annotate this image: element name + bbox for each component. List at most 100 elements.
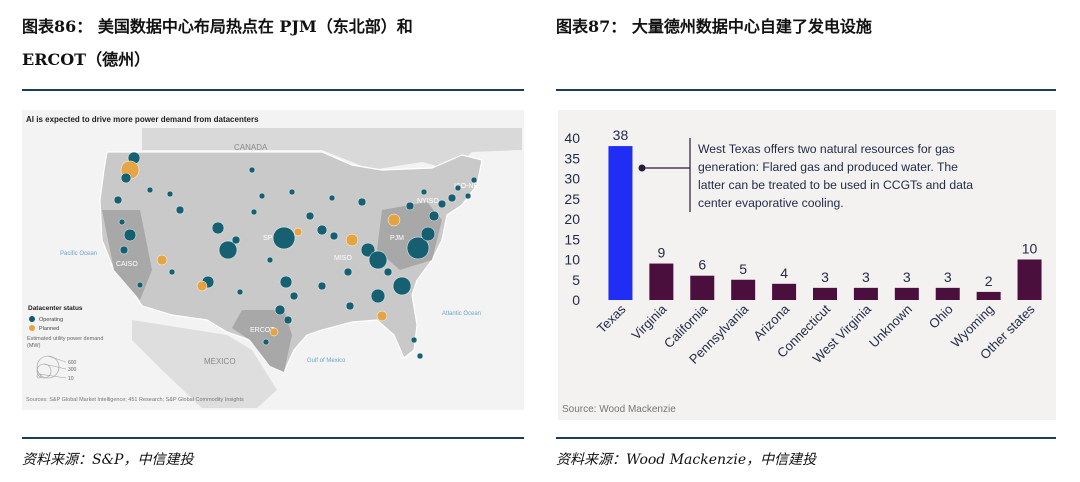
planned-datacenter-marker [196, 280, 208, 292]
y-tick-label: 35 [564, 150, 580, 166]
operating-datacenter-marker [123, 228, 137, 242]
operating-datacenter-marker [437, 199, 447, 209]
operating-datacenter-marker [392, 276, 412, 296]
operating-datacenter-marker [370, 288, 386, 304]
planned-datacenter-marker [269, 327, 279, 337]
right-figure-source: 资料来源：Wood Mackenzie，中信建投 [556, 452, 817, 468]
operating-datacenter-marker [447, 193, 457, 203]
operating-datacenter-marker [274, 304, 286, 316]
bar-value-label: 10 [1022, 241, 1038, 257]
y-tick-label: 5 [572, 272, 580, 288]
operating-datacenter-marker [345, 301, 355, 311]
operating-datacenter-marker [272, 226, 296, 250]
bar-value-label: 5 [739, 261, 747, 277]
bar-value-label: 3 [821, 269, 829, 285]
operating-datacenter-marker [279, 275, 293, 289]
bar [894, 287, 919, 300]
annotation-line-4: center evaporative cooling. [698, 196, 844, 210]
y-axis-labels: 0 5 10 15 20 25 30 35 40 [564, 130, 580, 308]
canada-landmass [142, 128, 522, 170]
mexico-landmass [132, 320, 277, 408]
x-tick-label: Texas [594, 301, 629, 336]
y-tick-label: 10 [564, 252, 580, 268]
operating-datacenter-marker [266, 256, 274, 264]
operating-datacenter-marker [258, 192, 266, 200]
bar [1017, 259, 1042, 300]
operating-datacenter-marker [454, 184, 462, 192]
x-tick-label: Ohio [926, 302, 956, 332]
bar-value-label: 9 [657, 245, 665, 261]
right-top-rule [556, 89, 1056, 91]
legend-leader-1 [47, 355, 67, 363]
value-labels: 38 9 6 5 4 3 3 3 3 2 10 [613, 127, 1038, 289]
operating-datacenter-marker [406, 236, 430, 260]
planned-datacenter-marker [345, 233, 359, 247]
caiso-region [102, 210, 152, 300]
annotation-line-2: generation: Flared gas and produced wate… [698, 160, 958, 174]
region-label-iso-ne: ISO-NE [454, 183, 478, 190]
map-source-note: Sources: S&P Global Market Intelligence;… [26, 397, 244, 403]
operating-datacenter-marker [317, 281, 327, 291]
map-svg: CANADA MEXICO Pacific Ocean Atlantic Oce… [26, 115, 522, 408]
left-figure-source: 资料来源：S&P，中信建投 [22, 452, 194, 468]
map-heading: AI is expected to drive more power deman… [26, 115, 259, 124]
bar [976, 291, 1001, 300]
left-figure-title: 图表86： 美国数据中心布局热点在 PJM（东北部）和 [22, 17, 413, 36]
region-label-caiso: CAISO [116, 261, 138, 268]
chart-source-note: Source: Wood Mackenzie [562, 404, 676, 415]
right-bottom-rule [556, 437, 1056, 439]
operating-datacenter-marker [357, 197, 367, 207]
gulf-of-mexico-label: Gulf of Mexico [307, 358, 346, 364]
operating-datacenter-marker [420, 226, 436, 242]
legend-size-10: 10 [68, 376, 74, 382]
operating-datacenter-marker [120, 172, 132, 184]
legend-planned-label: Planned [39, 326, 59, 332]
operating-datacenter-marker [428, 210, 440, 222]
legend-size-600: 600 [68, 360, 77, 366]
bar [690, 275, 715, 300]
bar-chart-panel: 0 5 10 15 20 25 30 35 40 38 9 6 5 4 3 3 3 3 2 10 Texas Virg… [558, 110, 1056, 420]
canada-label: CANADA [234, 143, 268, 152]
operating-datacenter-marker [231, 235, 241, 245]
operating-datacenter-marker [262, 338, 270, 346]
us-datacenter-map: CANADA MEXICO Pacific Ocean Atlantic Oce… [22, 110, 524, 410]
pacific-ocean-label: Pacific Ocean [60, 251, 97, 257]
legend-leader-3 [38, 373, 67, 379]
left-top-rule [22, 89, 524, 91]
legend-planned-swatch [29, 325, 35, 331]
annotation-line-1: West Texas offers two natural resources … [698, 142, 955, 156]
planned-datacenter-marker [293, 227, 303, 237]
operating-datacenter-marker [218, 240, 238, 260]
operating-datacenter-marker [420, 188, 428, 196]
bar-value-label: 2 [985, 273, 993, 289]
legend-operating-label: Operating [39, 317, 63, 323]
y-tick-label: 40 [564, 130, 580, 146]
legend-size-300: 300 [68, 367, 77, 373]
operating-datacenter-marker [146, 186, 154, 194]
operating-datacenter-marker [464, 192, 472, 200]
datacenter-markers [113, 151, 478, 360]
operating-datacenter-marker [328, 194, 336, 202]
left-bottom-rule [22, 437, 524, 439]
legend-size-title-wrap: Estimated utility power demand (MW) [27, 336, 104, 349]
operating-datacenter-marker [316, 224, 328, 236]
operating-datacenter-marker [168, 268, 176, 276]
y-tick-label: 15 [564, 231, 580, 247]
map-legend: Datacenter status Operating Planned Esti… [27, 305, 104, 382]
legend-operating-swatch [29, 316, 35, 322]
bar [853, 287, 878, 300]
region-label-ercot: ERCOT [250, 327, 275, 334]
legend-leader-2 [43, 363, 67, 370]
bar-value-label: 4 [780, 265, 788, 281]
legend-size-title: Estimated utility power demand (MW) [27, 336, 104, 349]
bar-value-label: 3 [903, 269, 911, 285]
annotation: West Texas offers two natural resources … [638, 138, 973, 212]
bar [649, 263, 674, 300]
bar [772, 283, 797, 300]
y-tick-label: 0 [572, 292, 580, 308]
bars [608, 146, 1042, 300]
bar-value-label: 3 [862, 269, 870, 285]
ercot-region [232, 310, 292, 372]
left-figure-title-line2: ERCOT（德州） [22, 50, 151, 69]
